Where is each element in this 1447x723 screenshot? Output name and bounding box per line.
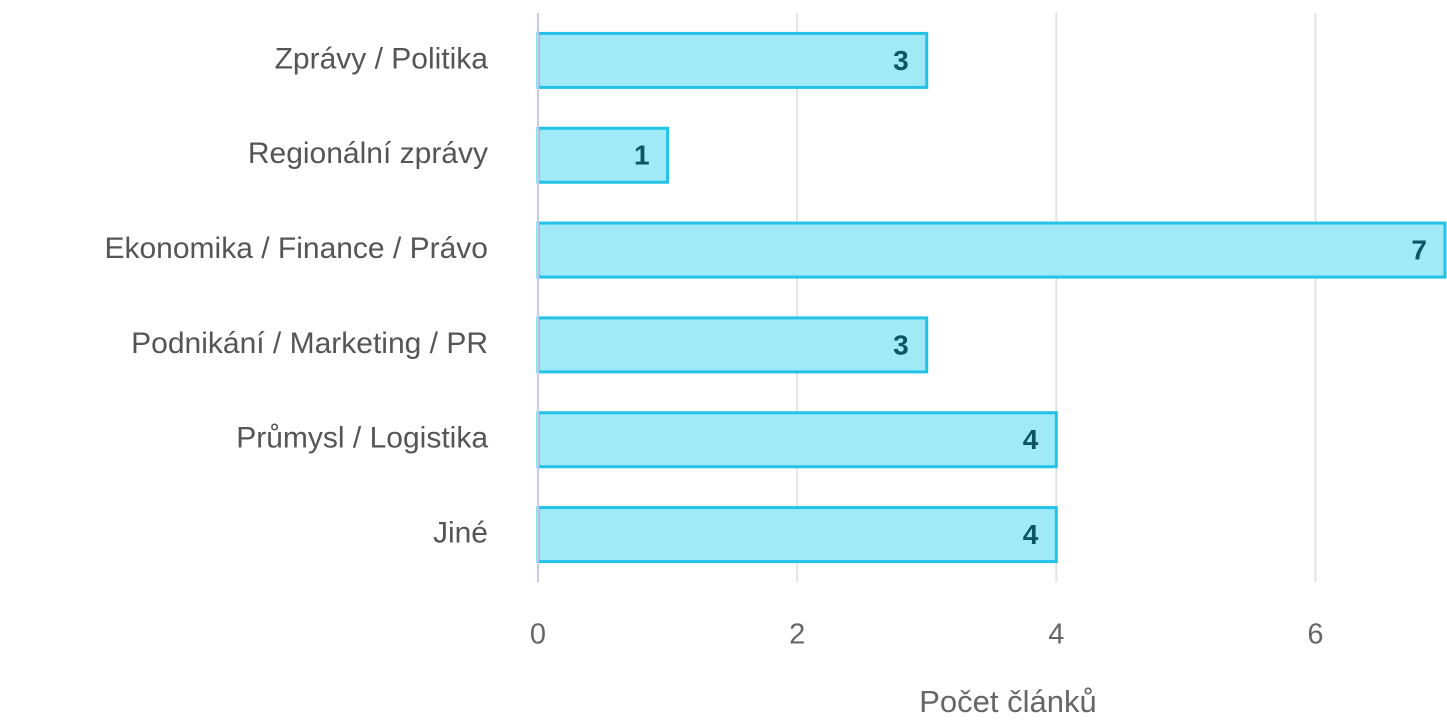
- bar: [536, 316, 929, 374]
- y-tick-label: Podnikání / Marketing / PR: [131, 327, 488, 360]
- y-tick-label: Regionální zprávy: [248, 137, 488, 170]
- x-tick-label: 0: [530, 619, 546, 651]
- x-tick-label: 2: [789, 619, 805, 651]
- x-tick-label: 6: [1307, 619, 1323, 651]
- x-tick-label: 4: [1048, 619, 1064, 651]
- value-label: 3: [893, 329, 909, 360]
- x-axis-title: Počet článků: [919, 684, 1097, 719]
- bar: [536, 506, 1058, 564]
- y-tick-label: Ekonomika / Finance / Právo: [104, 232, 488, 265]
- value-label: 4: [1023, 519, 1039, 550]
- bar: [536, 126, 670, 184]
- value-label: 7: [1411, 234, 1427, 265]
- bar: [536, 411, 1058, 469]
- bar: [536, 221, 1447, 279]
- value-label: 1: [634, 140, 650, 171]
- y-tick-label: Průmysl / Logistika: [236, 422, 488, 455]
- bar: [536, 31, 929, 89]
- value-label: 3: [893, 45, 909, 76]
- value-label: 4: [1023, 424, 1039, 455]
- y-tick-label: Jiné: [433, 517, 488, 550]
- y-tick-label: Zprávy / Politika: [275, 42, 489, 75]
